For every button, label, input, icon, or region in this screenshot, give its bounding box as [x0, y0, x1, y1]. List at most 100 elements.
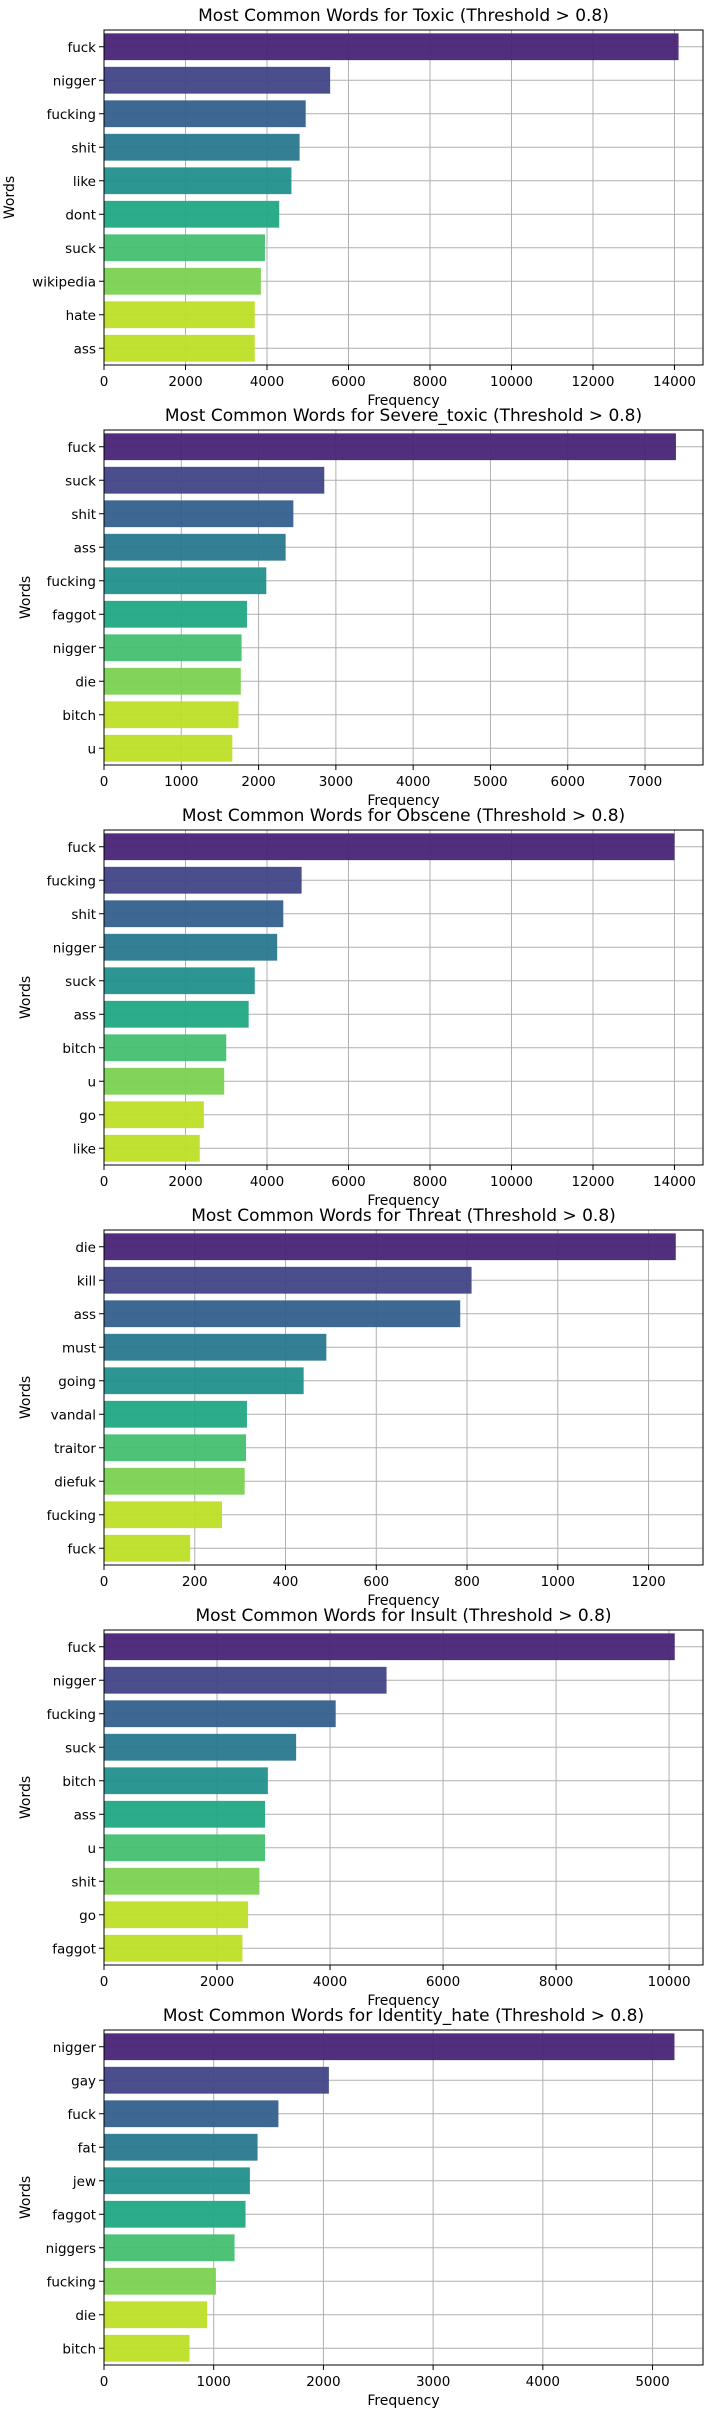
y-tick-label: fuck — [67, 40, 96, 56]
y-tick-label: fucking — [47, 1707, 96, 1723]
bar-gay — [104, 2066, 329, 2094]
bar-go — [104, 1901, 249, 1929]
bar-must — [104, 1333, 327, 1361]
bar-nigger — [104, 933, 278, 961]
chart-panel-1: fuck nigger fucking shit like dont suck wikiped… — [2, 6, 704, 409]
y-tick-label: nigger — [53, 73, 97, 89]
x-tick-label: 600 — [363, 1574, 389, 1590]
bar-nigger — [104, 634, 242, 662]
x-tick-label: 4000 — [313, 1974, 347, 1990]
x-tick-label: 7000 — [628, 774, 662, 790]
y-tick-label: ass — [74, 1807, 96, 1823]
y-tick-label: fucking — [47, 574, 96, 590]
y-tick-label: dont — [65, 207, 96, 223]
bar-traitor — [104, 1434, 247, 1462]
x-tick-label: 10000 — [648, 1974, 691, 1990]
y-tick-label: suck — [65, 1740, 96, 1756]
x-tick-label: 8000 — [539, 1974, 573, 1990]
bar-shit — [104, 133, 300, 161]
bar-nigger — [104, 2033, 675, 2061]
x-tick-label: 6000 — [331, 1174, 365, 1190]
bar-hate — [104, 301, 255, 329]
bar-fat — [104, 2133, 258, 2161]
y-tick-label: bitch — [62, 1774, 96, 1790]
x-tick-label: 14000 — [653, 1174, 696, 1190]
axes-frame — [103, 1229, 704, 1566]
x-axis-label: Frequency — [367, 793, 439, 809]
bar-faggot — [104, 2200, 246, 2228]
x-axis-label: Frequency — [367, 2393, 439, 2409]
x-tick-label: 2000 — [306, 2374, 340, 2390]
y-tick-label: die — [75, 1240, 96, 1256]
y-tick-label: fuck — [67, 440, 96, 456]
x-tick-label: 1000 — [197, 2374, 231, 2390]
bar-ass — [104, 1300, 461, 1328]
x-axis-label: Frequency — [367, 393, 439, 409]
y-tick-label: wikipedia — [32, 274, 96, 290]
bar-dont — [104, 200, 280, 228]
bar-u — [104, 1067, 225, 1095]
y-tick-label: nigger — [53, 2040, 97, 2056]
y-tick-label: go — [79, 1108, 96, 1124]
chart-title: Most Common Words for Identity_hate (Thr… — [163, 2006, 644, 2026]
y-tick-label: vandal — [51, 1407, 96, 1423]
y-tick-label: suck — [65, 473, 96, 489]
bar-fucking — [104, 2267, 216, 2295]
y-axis-label: Words — [18, 2176, 34, 2219]
bar-u — [104, 1834, 266, 1862]
bar-fuck — [104, 433, 676, 461]
bar-diefuk — [104, 1467, 245, 1495]
bar-suck — [104, 466, 325, 494]
bar-ass — [104, 1800, 266, 1828]
x-tick-label: 4000 — [250, 1174, 284, 1190]
x-tick-label: 6000 — [551, 774, 585, 790]
y-tick-label: fucking — [47, 107, 96, 123]
x-tick-label: 12000 — [572, 1174, 615, 1190]
x-tick-label: 3000 — [319, 774, 353, 790]
y-tick-label: faggot — [52, 607, 96, 623]
bar-u — [104, 734, 233, 762]
x-tick-label: 6000 — [331, 374, 365, 390]
y-tick-label: suck — [65, 241, 96, 257]
y-tick-label: faggot — [52, 2207, 96, 2223]
chart-title: Most Common Words for Insult (Threshold … — [195, 1606, 611, 1626]
y-tick-label: shit — [71, 1874, 96, 1890]
y-tick-label: fuck — [67, 840, 96, 856]
y-tick-label: fuck — [67, 1640, 96, 1656]
x-tick-label: 10000 — [490, 1174, 533, 1190]
y-tick-label: die — [75, 674, 96, 690]
x-tick-label: 0 — [100, 374, 109, 390]
bar-nigger — [104, 1666, 387, 1694]
x-tick-label: 2000 — [168, 1174, 202, 1190]
y-tick-label: jew — [72, 2174, 96, 2190]
y-tick-label: fuck — [67, 2107, 96, 2123]
y-tick-label: nigger — [53, 1673, 97, 1689]
x-tick-label: 14000 — [653, 374, 696, 390]
x-tick-label: 800 — [454, 1574, 480, 1590]
y-axis-label: Words — [18, 1376, 34, 1419]
bar-ass — [104, 334, 255, 362]
y-tick-label: like — [73, 174, 96, 190]
x-tick-label: 0 — [100, 1974, 109, 1990]
y-tick-label: ass — [74, 540, 96, 556]
axes-frame — [103, 1629, 704, 1966]
chart-title: Most Common Words for Threat (Threshold … — [191, 1206, 616, 1226]
y-tick-label: shit — [71, 907, 96, 923]
x-tick-label: 4000 — [396, 774, 430, 790]
y-tick-label: hate — [66, 308, 96, 324]
y-tick-label: bitch — [62, 2341, 96, 2357]
y-axis-label: Words — [18, 576, 34, 619]
x-tick-label: 8000 — [413, 1174, 447, 1190]
x-tick-label: 2000 — [241, 774, 275, 790]
x-tick-label: 10000 — [490, 374, 533, 390]
bar-fuck — [104, 33, 679, 61]
y-axis-label: Words — [18, 976, 34, 1019]
bar-jew — [104, 2167, 250, 2195]
y-tick-label: die — [75, 2308, 96, 2324]
bar-bitch — [104, 2334, 190, 2362]
bar-faggot — [104, 1934, 243, 1962]
bar-fucking — [104, 567, 267, 595]
y-axis-label: Words — [2, 176, 18, 219]
